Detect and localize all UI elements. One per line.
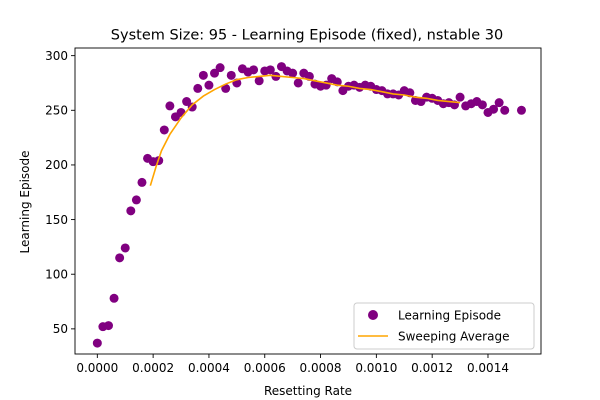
sweeping-average-line — [149, 74, 461, 186]
y-tick-label: 150 — [45, 213, 68, 227]
scatter-point — [249, 65, 259, 75]
y-tick-label: 250 — [45, 104, 68, 118]
scatter-point — [115, 253, 125, 263]
scatter-point — [494, 98, 504, 108]
x-tick-label: 0.0006 — [244, 361, 286, 375]
scatter-point — [215, 63, 225, 73]
x-tick-label: 0.0002 — [132, 361, 174, 375]
y-tick-label: 50 — [53, 322, 68, 336]
legend-label-scatter: Learning Episode — [398, 309, 501, 323]
x-tick-label: 0.0008 — [300, 361, 342, 375]
scatter-point — [176, 107, 186, 117]
scatter-point — [159, 125, 169, 135]
legend-box — [353, 302, 535, 350]
scatter-point — [198, 70, 208, 80]
scatter-point — [187, 102, 197, 112]
y-tick-label: 300 — [45, 49, 68, 63]
y-axis: 50 100 150 200 250 300 — [45, 49, 75, 336]
scatter-point — [477, 100, 487, 110]
scatter-point — [193, 83, 203, 93]
plot-area — [74, 47, 542, 355]
legend-label-line: Sweeping Average — [398, 330, 509, 344]
scatter-point — [204, 80, 214, 90]
scatter-point — [109, 293, 119, 303]
scatter-point — [516, 105, 526, 115]
scatter-point — [293, 78, 303, 88]
scatter-point — [489, 104, 499, 114]
scatter-point — [210, 68, 220, 78]
y-tick-label: 200 — [45, 158, 68, 172]
scatter-point — [500, 105, 510, 115]
scatter-point — [254, 76, 264, 86]
scatter-point — [265, 65, 275, 75]
x-axis: 0.0000 0.0002 0.0004 0.0006 0.0008 0.0010 0.00… — [76, 354, 509, 375]
scatter-point — [126, 206, 136, 216]
x-axis-label: Resetting Rate — [264, 384, 352, 398]
series-layer — [92, 62, 526, 348]
x-tick-label: 0.0004 — [188, 361, 230, 375]
scatter-point — [165, 101, 175, 111]
x-tick-label: 0.0000 — [76, 361, 118, 375]
scatter-point — [226, 70, 236, 80]
scatter-point — [455, 92, 465, 102]
scatter-point — [131, 195, 141, 205]
axes-frame — [74, 47, 542, 355]
y-tick-label: 100 — [45, 268, 68, 282]
scatter-point — [182, 97, 192, 107]
chart-title: System Size: 95 - Learning Episode (fixe… — [111, 28, 503, 44]
scatter-point — [92, 338, 102, 348]
x-tick-label: 0.0014 — [467, 361, 509, 375]
x-tick-label: 0.0010 — [355, 361, 397, 375]
scatter-point — [288, 68, 298, 78]
legend-marker-scatter — [368, 310, 378, 320]
scatter-point — [120, 243, 130, 253]
scatter-point — [103, 321, 113, 331]
scatter-point — [221, 83, 231, 93]
legend: Learning Episode Sweeping Average — [353, 302, 535, 350]
x-tick-label: 0.0012 — [411, 361, 453, 375]
y-axis-label: Learning Episode — [18, 150, 32, 253]
scatter-point — [137, 177, 147, 187]
